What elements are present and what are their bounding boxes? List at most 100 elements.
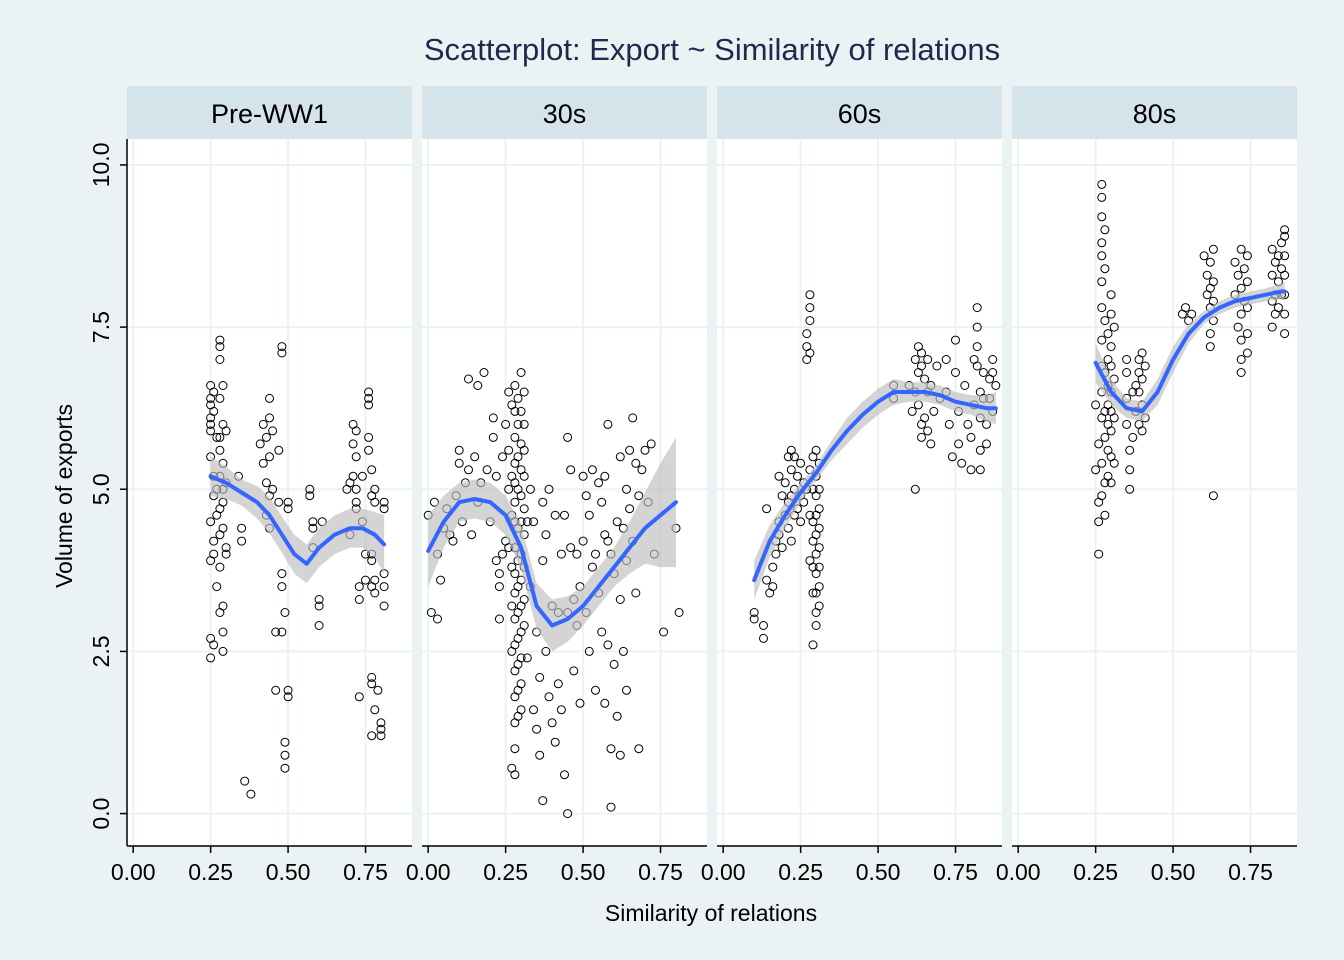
scatter-point <box>370 575 380 585</box>
scatter-point <box>575 698 585 708</box>
scatter-point <box>547 718 557 728</box>
scatter-point <box>364 400 374 410</box>
scatter-point <box>467 530 477 540</box>
scatter-point <box>622 484 631 494</box>
scatter-point <box>1236 355 1246 364</box>
scatter-point <box>209 406 219 416</box>
scatter-point <box>923 355 933 364</box>
scatter-point <box>966 465 976 475</box>
scatter-point <box>1137 374 1147 384</box>
scatter-point <box>941 355 951 364</box>
scatter-point <box>1100 432 1110 442</box>
scatter-point <box>926 439 936 449</box>
x-axis-title: Similarity of relations <box>605 900 817 926</box>
facet-panel-background <box>717 139 1002 846</box>
scatter-point <box>920 413 930 423</box>
scatter-point <box>1236 283 1246 293</box>
scatter-point <box>470 452 480 462</box>
scatter-point <box>261 478 271 488</box>
scatter-point <box>1280 231 1290 241</box>
scatter-point <box>510 770 520 780</box>
scatter-point <box>513 419 523 429</box>
scatter-point <box>209 549 219 559</box>
scatter-point <box>504 445 514 455</box>
scatter-point <box>609 659 619 669</box>
scatter-point <box>494 614 504 624</box>
scatter-point <box>572 549 582 559</box>
y-tick-label: 5.0 <box>88 473 114 505</box>
scatter-point <box>963 419 973 429</box>
scatter-point <box>367 672 377 682</box>
scatter-point <box>646 439 656 449</box>
scatter-point <box>771 549 781 559</box>
scatter-point <box>1091 465 1101 475</box>
facet-panel-3: 80s 0.00 0.25 0.50 0.75 <box>996 86 1297 885</box>
scatter-point <box>550 510 560 520</box>
scatter-point <box>1100 510 1110 520</box>
scatter-point <box>1273 251 1283 261</box>
scatter-point <box>587 562 597 572</box>
scatter-point <box>277 627 287 637</box>
scatter-point <box>510 569 520 579</box>
x-tick-label: 0.50 <box>266 859 311 885</box>
scatter-point <box>212 582 222 592</box>
scatter-point <box>258 458 268 468</box>
scatter-point <box>972 361 982 371</box>
scatter-point <box>749 608 759 617</box>
x-tick-label: 0.50 <box>561 859 606 885</box>
scatter-point <box>364 387 374 397</box>
scatter-point <box>308 523 318 533</box>
scatter-point <box>556 549 566 559</box>
scatter-point <box>504 484 514 494</box>
scatter-point <box>280 737 290 747</box>
y-tick-label: 10.0 <box>88 143 114 188</box>
scatter-point <box>351 484 361 494</box>
scatter-point <box>566 543 576 553</box>
scatter-point <box>1236 335 1246 345</box>
facet-strip-label: 80s <box>1133 99 1177 129</box>
scatter-point <box>541 646 551 656</box>
scatter-point <box>1097 335 1107 345</box>
scatter-point <box>966 432 976 442</box>
facet-strip <box>1012 86 1297 139</box>
scatter-point <box>519 471 529 481</box>
scatter-point <box>436 575 446 585</box>
scatter-point <box>255 439 265 449</box>
scatter-point <box>972 322 982 332</box>
scatter-point <box>1125 465 1135 475</box>
scatter-point <box>768 562 778 572</box>
scatter-point <box>1280 309 1290 319</box>
scatter-point <box>814 601 824 611</box>
scatter-point <box>379 582 389 592</box>
scatter-point <box>454 458 464 468</box>
scatter-point <box>510 497 520 507</box>
scatter-point <box>529 705 538 715</box>
scatter-point <box>535 672 545 682</box>
scatter-point <box>357 471 367 481</box>
scatter-point <box>929 406 939 416</box>
scatter-point <box>578 471 588 481</box>
scatter-point <box>566 465 576 475</box>
scatter-point <box>1187 309 1197 319</box>
scatter-point <box>1097 179 1107 189</box>
scatter-point <box>370 588 380 598</box>
scatter-point <box>206 653 216 663</box>
scatter-point <box>1122 368 1132 377</box>
scatter-point <box>618 646 628 656</box>
scatter-point <box>960 381 970 390</box>
scatter-point <box>1239 264 1249 274</box>
scatter-point <box>805 316 815 326</box>
scatter-point <box>277 569 287 579</box>
scatter-point <box>975 465 985 475</box>
scatter-point <box>814 582 824 592</box>
scatter-point <box>1097 192 1107 202</box>
scatter-point <box>1109 413 1119 423</box>
scatter-point <box>370 497 380 507</box>
scatter-point <box>1106 361 1116 371</box>
scatter-point <box>494 582 504 592</box>
scatter-point <box>615 595 625 604</box>
scatter-point <box>283 692 293 702</box>
scatter-point <box>1097 491 1107 501</box>
scatter-point <box>1106 478 1116 488</box>
scatter-point <box>814 504 824 514</box>
